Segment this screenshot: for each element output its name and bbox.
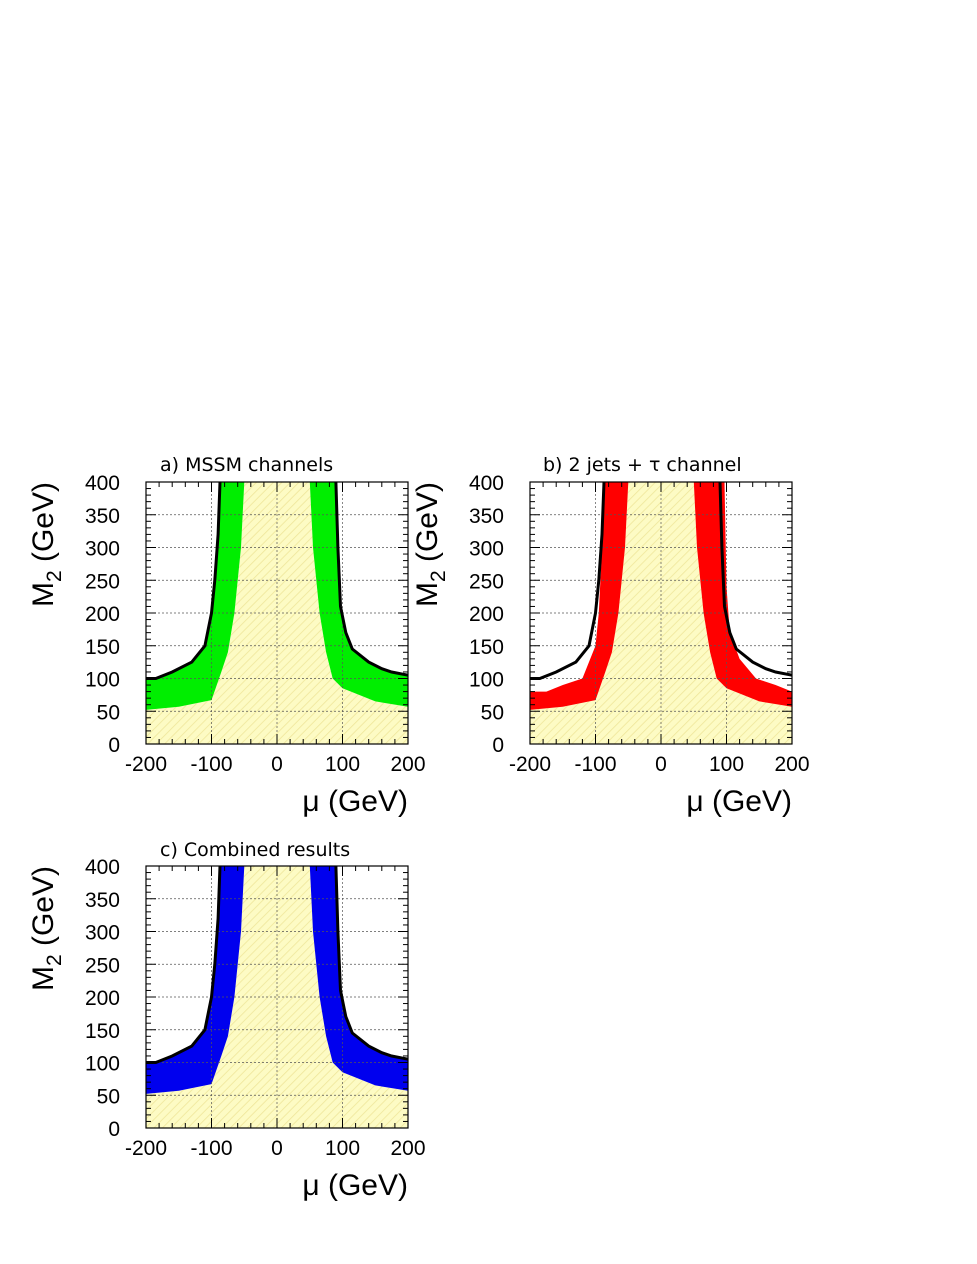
panel-b: b) 2 jets + τ channel -200 -100 0 100 200 0 50… (411, 454, 810, 818)
limit-curve-left (530, 481, 606, 680)
panel-title: b) 2 jets + τ channel (543, 454, 742, 476)
plot-area: -200 -100 0 100 200 0 50 100 150 200 250 300 350 400 μ… (411, 472, 810, 818)
plot-area: -200 -100 0 100 200 0 50 100 150 200 250 300 350 400 μ… (27, 856, 426, 1202)
limit-curve-right (334, 481, 409, 677)
y-tick-label: 50 (481, 701, 504, 724)
y-tick-label: 100 (469, 669, 504, 692)
x-tick-label: 100 (325, 1137, 360, 1160)
plot-area: -200 -100 0 100 200 0 50 100 150 200 250 300 350 400 μ… (27, 472, 426, 818)
y-tick-label: 150 (469, 636, 504, 659)
y-tick-label: 200 (469, 603, 504, 626)
x-tick-label: -200 (125, 1137, 167, 1160)
y-tick-label: 350 (469, 505, 504, 528)
y-tick-label: 400 (469, 472, 504, 495)
excluded-region (146, 866, 408, 1128)
x-axis-title: μ (GeV) (302, 1169, 408, 1202)
y-tick-label: 50 (97, 701, 120, 724)
x-tick-label: 0 (655, 753, 667, 776)
y-tick-label: 350 (85, 505, 120, 528)
y-tick-label: 100 (85, 1053, 120, 1076)
y-tick-label: 400 (85, 472, 120, 495)
x-axis-title: μ (GeV) (686, 785, 792, 818)
y-tick-label: 200 (85, 603, 120, 626)
y-axis-title: M2 (GeV) (411, 482, 450, 607)
x-tick-label: -100 (190, 1137, 232, 1160)
y-tick-label: 0 (108, 1118, 120, 1141)
x-tick-label: 200 (774, 753, 809, 776)
limit-curve-right (334, 865, 409, 1061)
x-tick-label: 0 (271, 1137, 283, 1160)
y-tick-label: 0 (492, 734, 504, 757)
y-tick-label: 0 (108, 734, 120, 757)
excluded-region (530, 482, 792, 744)
y-axis-title: M2 (GeV) (27, 482, 66, 607)
y-tick-label: 250 (85, 570, 120, 593)
y-tick-label: 250 (469, 570, 504, 593)
x-tick-label: -100 (574, 753, 616, 776)
x-axis-title: μ (GeV) (302, 785, 408, 818)
limit-curve-right (718, 481, 793, 677)
band-left (146, 482, 245, 710)
panel-a: a) MSSM channels -200 -100 0 100 200 0 50 100 15… (27, 454, 426, 818)
y-axis-title: M2 (GeV) (27, 866, 66, 991)
x-tick-label: 100 (709, 753, 744, 776)
y-tick-label: 300 (85, 538, 120, 561)
panel-c: c) Combined results -200 -100 0 100 200 0 50 10… (27, 839, 426, 1202)
band-right (309, 482, 408, 707)
limit-curve-left (146, 865, 222, 1064)
x-tick-label: -200 (509, 753, 551, 776)
x-tick-label: 0 (271, 753, 283, 776)
x-tick-label: 100 (325, 753, 360, 776)
x-tick-label: -100 (190, 753, 232, 776)
y-tick-label: 100 (85, 669, 120, 692)
y-tick-label: 250 (85, 954, 120, 977)
y-tick-label: 400 (85, 856, 120, 879)
limit-curve-left (146, 481, 222, 680)
panel-title: c) Combined results (160, 839, 350, 861)
y-tick-label: 50 (97, 1085, 120, 1108)
band-left (146, 866, 245, 1094)
x-tick-label: 200 (390, 1137, 425, 1160)
y-tick-label: 200 (85, 987, 120, 1010)
panel-title: a) MSSM channels (160, 454, 333, 476)
band-right (693, 482, 792, 707)
x-tick-label: 200 (390, 753, 425, 776)
band-left (530, 482, 629, 710)
x-tick-label: -200 (125, 753, 167, 776)
y-tick-label: 300 (469, 538, 504, 561)
y-tick-label: 350 (85, 889, 120, 912)
y-tick-label: 300 (85, 922, 120, 945)
excluded-region (146, 482, 408, 744)
y-tick-label: 150 (85, 1020, 120, 1043)
y-tick-label: 150 (85, 636, 120, 659)
band-right (309, 866, 408, 1091)
